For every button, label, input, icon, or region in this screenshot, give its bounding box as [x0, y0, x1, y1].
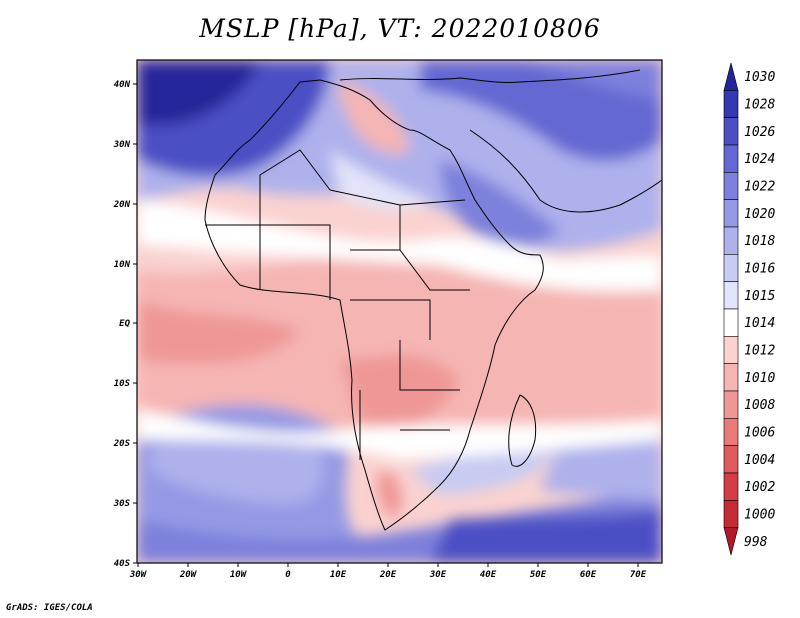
colorbar-label: 1030	[744, 70, 775, 85]
colorbar-label: 1014	[744, 316, 775, 331]
colorbar-swatch	[723, 363, 739, 392]
colorbar-swatch	[723, 172, 739, 200]
colorbar-label: 1026	[744, 125, 775, 140]
lon-label: 30W	[129, 570, 148, 580]
colorbar-swatch	[723, 90, 739, 118]
lon-axis: 30W 20W 10W 0 10E 20E 30E 40E 50E 60E 70…	[129, 563, 647, 580]
colorbar-label: 1028	[744, 98, 775, 113]
colorbar-label: 1018	[744, 234, 775, 249]
colorbar-swatch	[723, 527, 739, 556]
colorbar-label: 998	[744, 535, 768, 550]
lon-label: 30E	[429, 570, 447, 580]
lat-axis: 40N 30N 20N 10N EQ 10S 20S 30S 40S	[113, 80, 137, 569]
colorbar-swatch	[723, 308, 739, 337]
colorbar-swatch	[723, 117, 739, 146]
coastline-outline	[204, 69, 662, 531]
lon-label: 10E	[330, 570, 347, 580]
colorbar-label: 1022	[744, 180, 775, 195]
lat-label: 20S	[113, 439, 131, 449]
lon-label: 60E	[580, 570, 597, 580]
lat-label: 10N	[114, 260, 131, 270]
lat-label: 40N	[114, 80, 131, 90]
colorbar-swatch	[723, 418, 739, 446]
colorbar-label: 1016	[744, 262, 775, 277]
colorbar-swatch	[723, 281, 739, 310]
colorbar: 1030 1028 1026 1024 1022 1020 1018 1016 1015 1014…	[723, 62, 775, 556]
lat-label: EQ	[119, 319, 130, 329]
colorbar-label: 1015	[744, 289, 775, 304]
colorbar-label: 1024	[744, 152, 775, 167]
lon-label: 10W	[230, 570, 248, 580]
colorbar-swatch	[723, 254, 739, 282]
colorbar-label: 1000	[744, 508, 775, 523]
lon-label: 50E	[530, 570, 547, 580]
grads-credit: GrADS: IGES/COLA	[6, 603, 93, 613]
colorbar-swatch	[723, 336, 739, 364]
colorbar-label: 1008	[744, 398, 775, 413]
lat-label: 40S	[114, 559, 131, 569]
colorbar-swatch	[723, 199, 739, 228]
colorbar-swatch	[723, 226, 739, 255]
lon-label: 70E	[630, 570, 647, 580]
colorbar-label: 1010	[744, 371, 775, 386]
lon-label: 20W	[179, 570, 198, 580]
lat-label: 20N	[113, 200, 131, 210]
lon-label: 0	[285, 570, 291, 580]
lat-label: 10S	[114, 379, 131, 389]
colorbar-label: 1002	[744, 480, 775, 495]
colorbar-swatch	[723, 500, 739, 528]
colorbar-swatch	[723, 472, 739, 501]
colorbar-label: 1004	[744, 453, 775, 468]
map-title: MSLP [hPa], VT: 2022010806	[199, 14, 601, 43]
lon-label: 40E	[480, 570, 497, 580]
pressure-field	[137, 60, 662, 563]
map-frame	[136, 59, 663, 564]
colorbar-swatch	[723, 445, 739, 474]
lat-label: 30N	[113, 140, 131, 150]
colorbar-label: 1006	[744, 426, 775, 441]
lat-label: 30S	[113, 499, 131, 509]
colorbar-swatch	[723, 390, 739, 419]
lon-label: 20E	[379, 570, 397, 580]
colorbar-swatch	[723, 144, 739, 173]
colorbar-label: 1020	[744, 207, 775, 222]
colorbar-swatch	[723, 62, 739, 91]
colorbar-label: 1012	[744, 344, 775, 359]
